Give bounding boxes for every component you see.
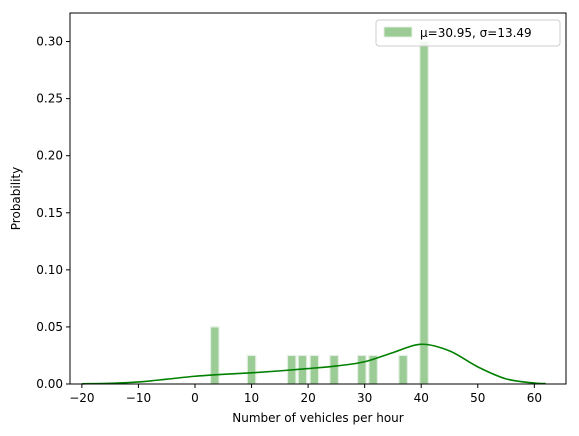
y-tick-label-6: 0.30 bbox=[36, 35, 63, 49]
x-tick-label-0: −20 bbox=[69, 391, 94, 405]
x-tick-label-8: 60 bbox=[527, 391, 542, 405]
histogram-bar-8 bbox=[398, 354, 408, 385]
x-tick-label-3: 10 bbox=[244, 391, 259, 405]
histogram-bar-4 bbox=[309, 354, 320, 385]
legend-label: μ=30.95, σ=13.49 bbox=[420, 26, 532, 40]
plot-frame bbox=[69, 12, 567, 385]
x-tick-label-6: 40 bbox=[414, 391, 429, 405]
histogram-bars bbox=[209, 40, 429, 385]
y-tick-label-2: 0.10 bbox=[36, 263, 63, 277]
density-curve bbox=[81, 343, 546, 385]
legend-swatch bbox=[383, 26, 413, 38]
legend-box bbox=[375, 19, 561, 47]
legend: μ=30.95, σ=13.49 bbox=[375, 19, 561, 47]
histogram-bar-1 bbox=[246, 354, 257, 385]
histogram-bar-6 bbox=[356, 354, 367, 385]
x-tick-label-2: 0 bbox=[191, 391, 199, 405]
y-tick-label-5: 0.25 bbox=[36, 92, 63, 106]
x-tick-label-4: 20 bbox=[300, 391, 315, 405]
y-axis-label: Probability bbox=[9, 167, 23, 230]
y-tick-label-4: 0.20 bbox=[36, 149, 63, 163]
y-tick-label-3: 0.15 bbox=[36, 206, 63, 220]
y-tick-label-1: 0.05 bbox=[36, 320, 63, 334]
histogram-bar-5 bbox=[329, 354, 339, 385]
y-tick-label-0: 0.00 bbox=[36, 377, 63, 391]
y-axis-ticks: 0.00 0.05 0.10 0.15 0.20 0.25 0.30 bbox=[36, 35, 70, 391]
x-tick-label-5: 30 bbox=[357, 391, 372, 405]
x-axis-label: Number of vehicles per hour bbox=[232, 411, 404, 425]
histogram-bar-9 bbox=[419, 40, 429, 385]
x-axis-ticks: −20 −10 0 10 20 30 40 50 60 bbox=[69, 384, 542, 405]
x-tick-label-7: 50 bbox=[470, 391, 485, 405]
x-tick-label-1: −10 bbox=[126, 391, 151, 405]
